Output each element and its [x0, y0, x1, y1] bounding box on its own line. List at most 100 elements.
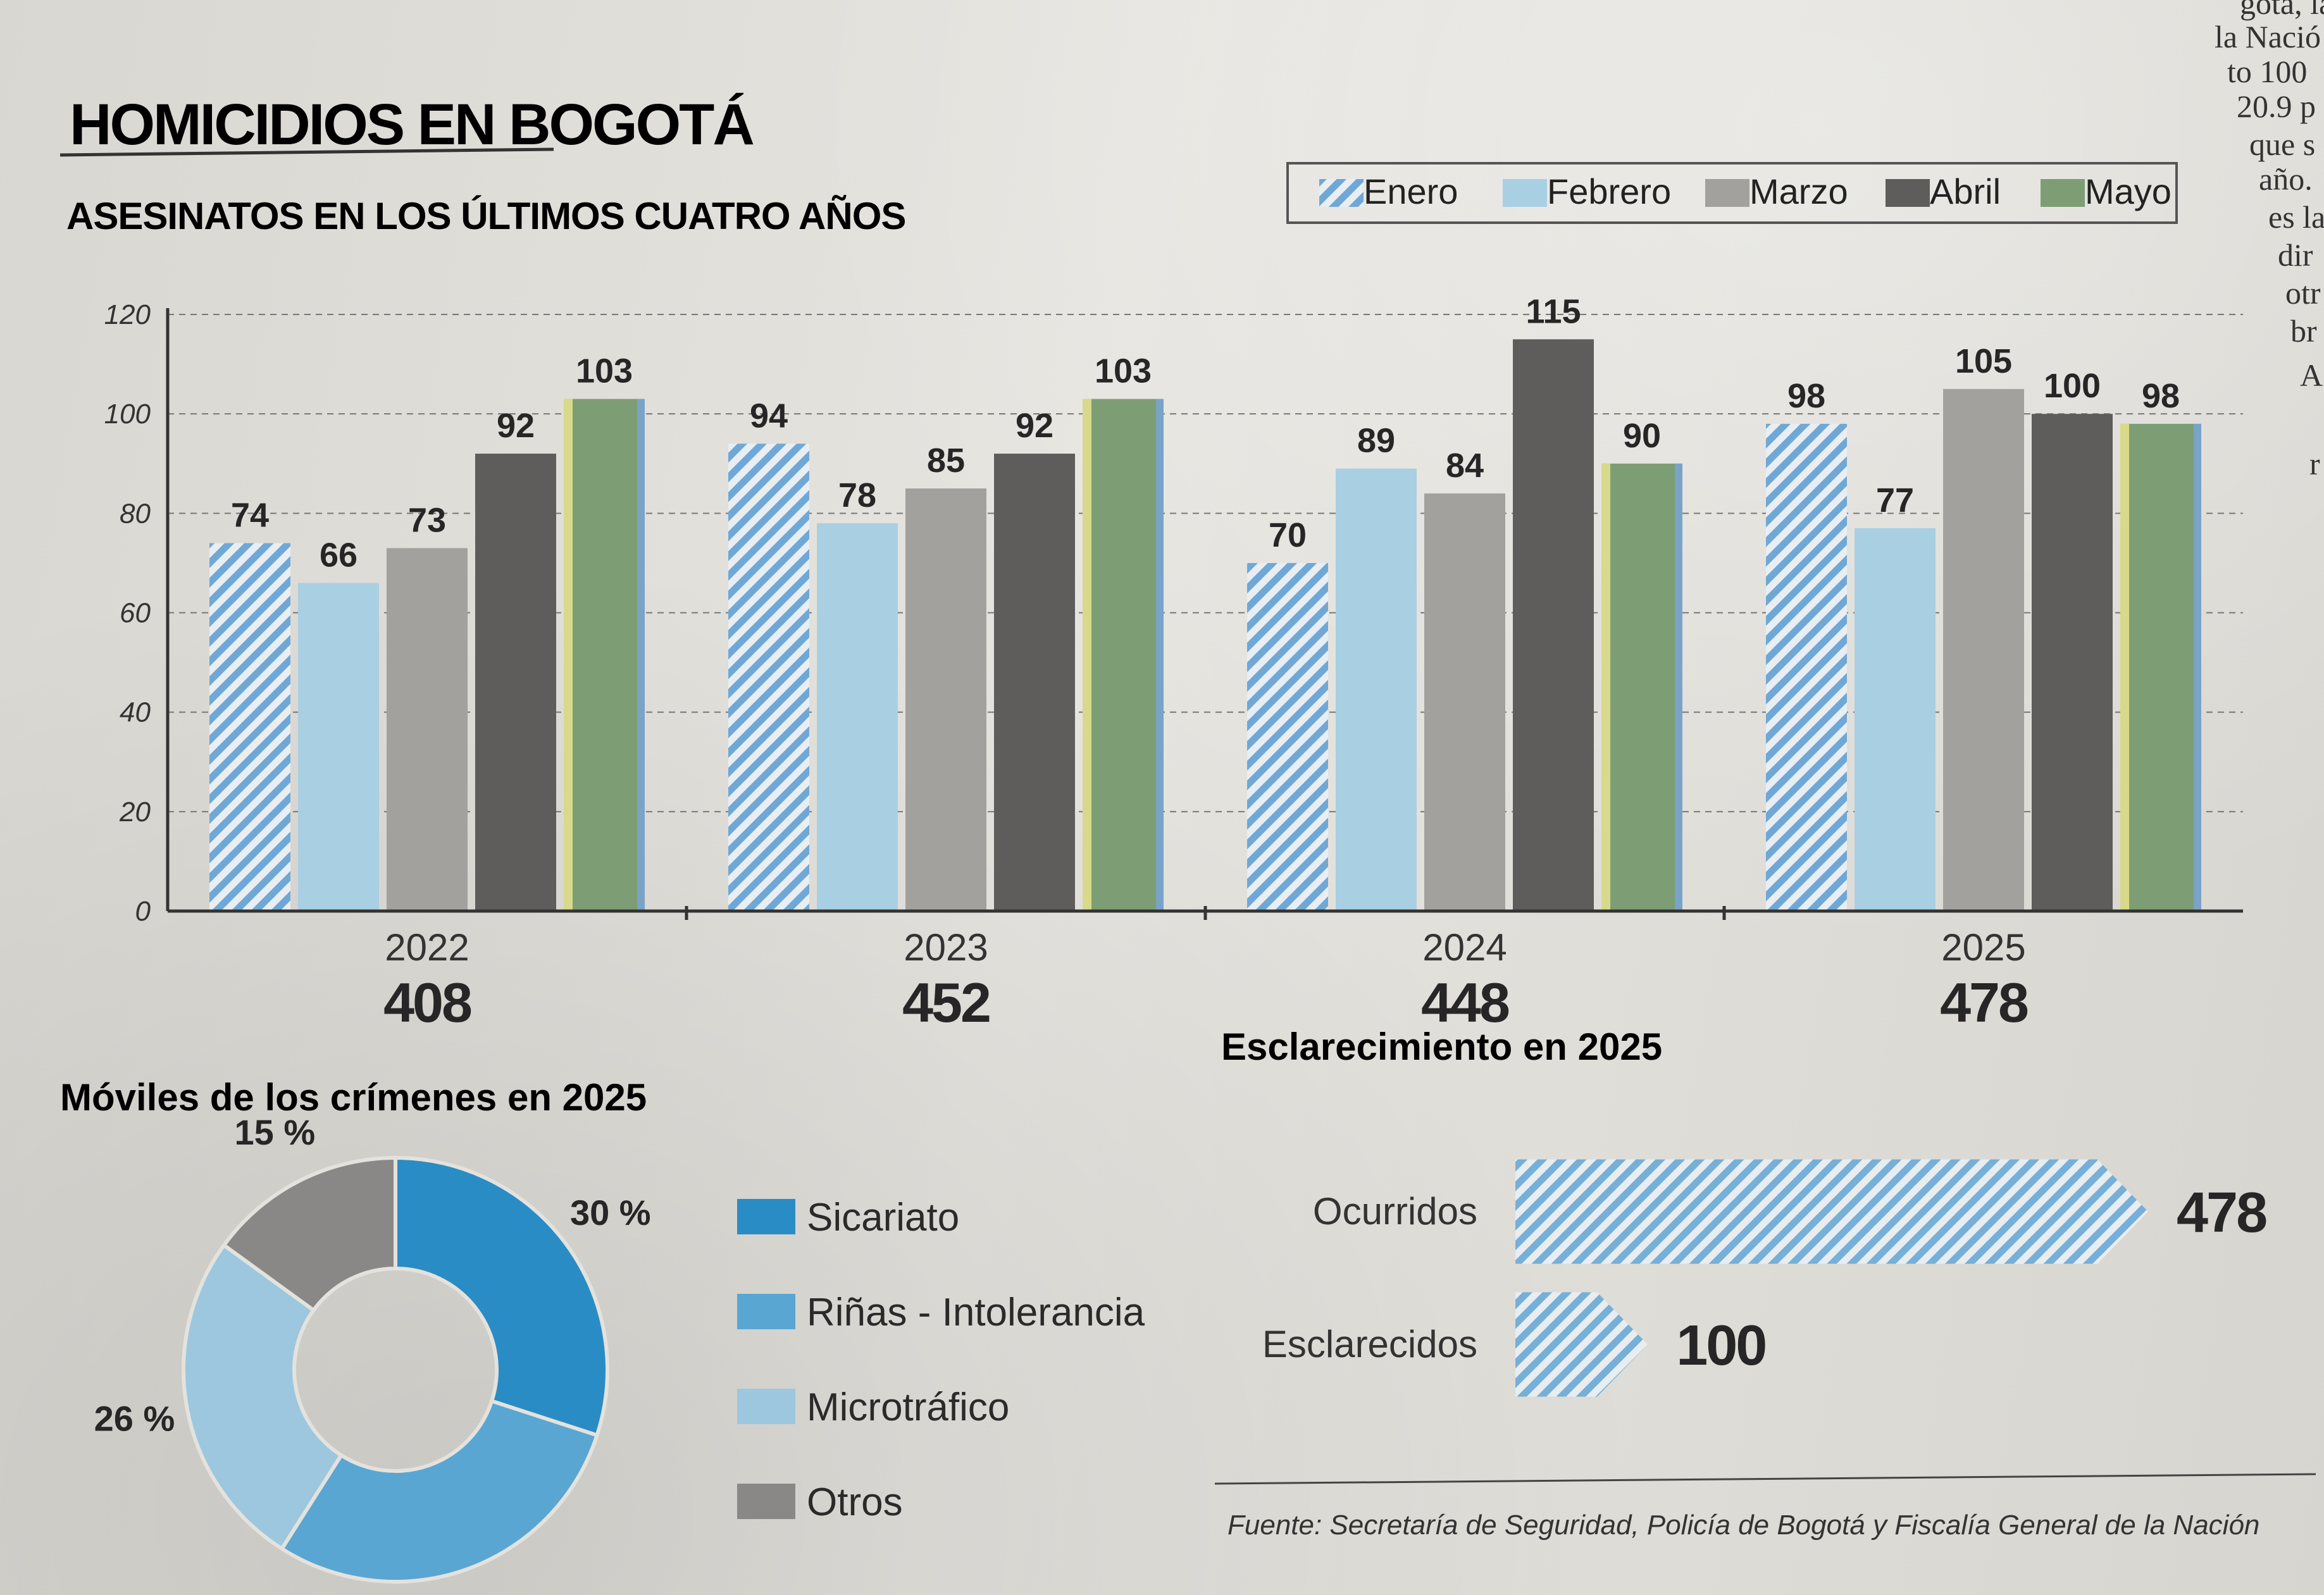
legend-swatch-abril [1886, 179, 1930, 207]
bar-value-label: 66 [320, 536, 357, 574]
clearance-value-label: 100 [1676, 1314, 1765, 1377]
bar-value-label: 90 [1623, 417, 1661, 455]
bar-value-label: 92 [1016, 407, 1053, 445]
bar-value-label: 115 [1526, 292, 1581, 330]
bar-value-label: 89 [1357, 422, 1395, 460]
bar-value-label: 100 [2044, 367, 2101, 405]
clearance-bar-ocurridos [1515, 1159, 2148, 1264]
bar-value-label: 103 [576, 352, 633, 390]
donut-legend-swatch [737, 1484, 795, 1519]
bar-value-label: 74 [231, 496, 269, 534]
bar-2024-febrero [1336, 468, 1417, 911]
legend-label-abril: Abril [1930, 171, 2001, 211]
legend-label-febrero: Febrero [1547, 171, 1671, 211]
legend-box [1286, 162, 2178, 224]
donut-slice-label: 26 % [94, 1399, 175, 1439]
bar-edge-shadow [1156, 399, 1164, 911]
bar-value-label: 94 [750, 397, 788, 435]
source-note: Fuente: Secretaría de Seguridad, Policía… [1227, 1510, 2259, 1541]
column-text-fragment: to 100 [2227, 54, 2307, 89]
y-tick-label: 80 [120, 498, 151, 529]
legend-label-marzo: Marzo [1749, 171, 1848, 211]
bar-edge-highlight [1601, 463, 1610, 911]
x-category-label: 2023 [904, 926, 988, 969]
bar-2022-mayo [564, 399, 645, 911]
donut-legend-swatch [737, 1199, 795, 1234]
year-total: 408 [383, 971, 471, 1034]
clearance-value-label: 478 [2177, 1181, 2266, 1244]
bar-value-label: 105 [1955, 342, 2012, 380]
clearance-bar-esclarecidos [1515, 1292, 1648, 1397]
bar-value-label: 84 [1446, 447, 1484, 485]
bar-2024-marzo [1424, 493, 1505, 911]
donut-slice [182, 1242, 344, 1551]
bar-2022-abril [475, 454, 556, 911]
column-text-fragment: otr [2285, 275, 2321, 311]
legend-swatch-marzo [1705, 179, 1749, 207]
bar-2023-mayo [1083, 399, 1164, 911]
donut-legend-label: Riñas - Intolerancia [807, 1291, 1145, 1334]
donut-legend-label: Microtráfico [807, 1386, 1009, 1429]
column-text-fragment: A [2300, 357, 2323, 393]
y-tick-label: 60 [120, 598, 151, 629]
donut-slice [221, 1155, 397, 1313]
column-text-fragment: br [2290, 313, 2317, 349]
bar-value-label: 77 [1876, 481, 1914, 519]
column-text-fragment: r [2309, 446, 2320, 481]
bar-edge-highlight [1083, 399, 1091, 911]
bar-value-label: 98 [2142, 377, 2180, 415]
bar-value-label: 73 [408, 501, 446, 539]
legend-label-enero: Enero [1364, 171, 1458, 211]
source-rule [1214, 1473, 2316, 1485]
column-text-fragment: es la [2268, 199, 2324, 235]
bar-2023-marzo [905, 488, 986, 911]
column-text-fragment: gota, la [2240, 0, 2324, 21]
y-tick-label: 40 [120, 697, 151, 728]
donut-legend-label: Sicariato [807, 1196, 959, 1239]
clearance-chart: Ocurridos 478 Esclarecidos 100 [1262, 1159, 2268, 1397]
main-title: HOMICIDIOS EN BOGOTÁ [70, 92, 754, 157]
y-tick-label: 120 [104, 299, 151, 330]
bar-chart: 74 66 73 92 103 94 78 85 92 103 70 89 84 115 90 98 77 105… [209, 292, 2201, 911]
bar-2024-abril [1513, 339, 1594, 911]
bar-2023-abril [994, 454, 1075, 911]
bar-2024-mayo [1601, 463, 1682, 911]
legend-swatch-enero [1319, 179, 1364, 207]
bar-2023-febrero [817, 523, 898, 911]
clearance-category-label: Esclarecidos [1262, 1323, 1477, 1365]
bar-value-label: 103 [1095, 352, 1152, 390]
bar-value-label: 85 [927, 442, 965, 480]
bar-value-label: 70 [1269, 516, 1307, 554]
donut-legend-swatch [737, 1389, 795, 1424]
bar-edge-highlight [564, 399, 573, 911]
donut-legend: Sicariato Riñas - Intolerancia Microtráfic… [737, 1196, 1145, 1524]
donut-legend-label: Otros [807, 1480, 903, 1524]
bar-value-label: 98 [1787, 377, 1825, 415]
donut-slice [279, 1398, 600, 1584]
year-total: 452 [902, 971, 990, 1034]
bar-edge-shadow [2194, 423, 2201, 911]
bar-2024-enero [1247, 562, 1328, 911]
donut-slice-label: 15 % [235, 1112, 316, 1152]
column-text-fragment: que s [2249, 127, 2315, 162]
x-category-label: 2024 [1422, 926, 1507, 969]
bar-2022-febrero [298, 583, 379, 911]
bar-2025-febrero [1855, 528, 1936, 911]
clearance-category-label: Ocurridos [1313, 1190, 1477, 1232]
bar-2022-enero [209, 543, 290, 911]
donut-slice-label: 30 % [570, 1193, 651, 1232]
bar-value-label: 78 [838, 476, 876, 514]
bar-2023-enero [728, 444, 809, 911]
bar-2025-marzo [1943, 388, 2024, 911]
y-tick-label: 100 [104, 399, 151, 430]
donut-legend-swatch [737, 1294, 795, 1329]
legend-label-mayo: Mayo [2085, 171, 2172, 211]
bar-edge-shadow [637, 399, 645, 911]
donut-slice [394, 1155, 609, 1438]
bar-value-label: 92 [497, 407, 535, 445]
bar-2022-marzo [387, 548, 468, 911]
y-tick-label: 0 [135, 896, 151, 927]
